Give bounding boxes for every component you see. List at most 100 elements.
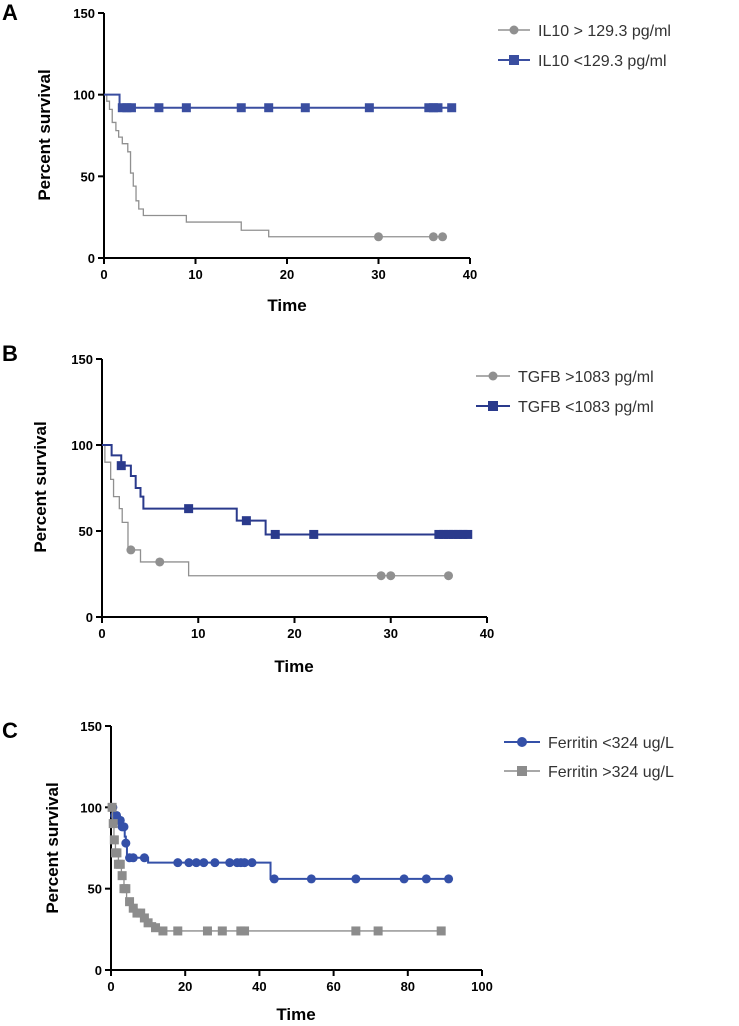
y-tick-label: 150 (80, 719, 102, 734)
y-tick-label: 0 (88, 251, 95, 266)
panel-c-legend: Ferritin <324 ug/L Ferritin >324 ug/L (504, 735, 674, 781)
censor-square-marker (151, 923, 161, 933)
panel-c: C 0 20 40 60 80 100 0 50 100 150 Time Percent sur… (2, 718, 674, 1024)
panel-c-legend-entry-low: Ferritin <324 ug/L (504, 735, 674, 752)
censor-circle-marker (173, 858, 183, 868)
censor-square-marker (173, 926, 183, 936)
x-tick-label: 100 (471, 979, 493, 994)
panel-a-legend: IL10 > 129.3 pg/ml IL10 <129.3 pg/ml (498, 23, 671, 70)
legend-square-marker-icon (517, 766, 527, 776)
panel-c-legend-entry-high: Ferritin >324 ug/L (504, 764, 674, 781)
censor-square-marker (117, 103, 127, 113)
censor-circle-marker (139, 853, 149, 863)
censor-square-marker (217, 926, 227, 936)
censor-circle-marker (155, 557, 165, 567)
censor-square-marker (241, 516, 251, 526)
censor-circle-marker (438, 232, 448, 242)
x-tick-label: 80 (401, 979, 415, 994)
panel-b-x-axis-title: Time (274, 657, 313, 676)
panel-a-plot: 0 10 20 30 40 0 50 100 150 (73, 6, 477, 282)
censor-square-marker (264, 103, 274, 113)
censor-square-marker (270, 529, 280, 539)
y-tick-label: 100 (80, 800, 102, 815)
censor-square-marker (300, 103, 310, 113)
censor-circle-marker (119, 822, 129, 832)
censor-circle-marker (184, 858, 194, 868)
survival-curve-series-0 (102, 444, 449, 577)
panel-b-y-axis-title: Percent survival (31, 421, 50, 552)
censor-circle-marker (351, 874, 361, 884)
y-tick-label: 50 (88, 882, 102, 897)
censor-square-marker (184, 504, 194, 514)
survival-curve-series-0 (111, 806, 449, 880)
censor-circle-marker (191, 858, 201, 868)
x-tick-label: 30 (371, 267, 385, 282)
censor-square-marker (458, 529, 468, 539)
censor-square-marker (240, 926, 250, 936)
x-tick-label: 60 (326, 979, 340, 994)
y-tick-label: 0 (86, 610, 93, 625)
panel-a-y-axis-title: Percent survival (35, 69, 54, 200)
y-tick-label: 100 (71, 438, 93, 453)
censor-square-marker (364, 103, 374, 113)
censor-square-marker (112, 848, 122, 858)
survival-curve-series-1 (102, 444, 468, 536)
censor-circle-marker (306, 874, 316, 884)
panel-c-letter: C (2, 718, 18, 743)
censor-square-marker (436, 926, 446, 936)
censor-circle-marker (399, 874, 409, 884)
censor-square-marker (126, 103, 136, 113)
legend-label-il10-high: IL10 > 129.3 pg/ml (538, 23, 671, 40)
survival-curve-series-1 (104, 93, 452, 109)
censor-square-marker (108, 819, 118, 829)
censor-circle-marker (428, 232, 438, 242)
x-tick-label: 20 (287, 626, 301, 641)
panel-b-plot: 0 10 20 30 40 0 50 100 150 (71, 352, 494, 641)
x-tick-label: 10 (191, 626, 205, 641)
x-tick-label: 40 (252, 979, 266, 994)
censor-square-marker (351, 926, 361, 936)
legend-label-ferritin-high: Ferritin >324 ug/L (548, 764, 674, 781)
censor-square-marker (136, 908, 146, 918)
x-tick-label: 30 (384, 626, 398, 641)
censor-circle-marker (421, 874, 431, 884)
censor-square-marker (117, 871, 127, 881)
censor-circle-marker (126, 545, 136, 555)
censor-square-marker (115, 859, 125, 869)
survival-curve-series-1 (111, 806, 442, 932)
legend-label-ferritin-low: Ferritin <324 ug/L (548, 735, 674, 752)
panel-b-legend-entry-high: TGFB >1083 pg/ml (476, 369, 654, 386)
censor-square-marker (181, 103, 191, 113)
censor-square-marker (309, 529, 319, 539)
censor-square-marker (107, 802, 117, 812)
survival-curve-series-0 (104, 94, 443, 238)
censor-square-marker (125, 897, 135, 907)
legend-circle-marker-icon (517, 737, 527, 747)
censor-square-marker (236, 103, 246, 113)
censor-square-marker (424, 103, 434, 113)
panel-a-x-axis-title: Time (267, 296, 306, 315)
censor-square-marker (428, 103, 438, 113)
y-tick-label: 50 (79, 524, 93, 539)
censor-circle-marker (269, 874, 279, 884)
panel-c-plot: 0 20 40 60 80 100 0 50 100 150 (80, 719, 493, 994)
censor-circle-marker (444, 571, 453, 581)
censor-square-marker (448, 529, 458, 539)
x-tick-label: 20 (178, 979, 192, 994)
legend-label-tgfb-high: TGFB >1083 pg/ml (518, 369, 654, 386)
censor-circle-marker (121, 838, 131, 848)
censor-square-marker (109, 835, 119, 845)
y-tick-label: 150 (71, 352, 93, 367)
panel-a-letter: A (2, 0, 18, 25)
censor-square-marker (439, 529, 449, 539)
censor-square-marker (463, 529, 473, 539)
panel-b-letter: B (2, 341, 18, 366)
legend-square-marker-icon (509, 55, 519, 65)
panel-a-legend-entry-high: IL10 > 129.3 pg/ml (498, 23, 671, 40)
censor-square-marker (143, 918, 153, 928)
x-tick-label: 0 (107, 979, 114, 994)
censor-circle-marker (199, 858, 209, 868)
y-tick-label: 100 (73, 88, 95, 103)
censor-square-marker (121, 884, 131, 894)
